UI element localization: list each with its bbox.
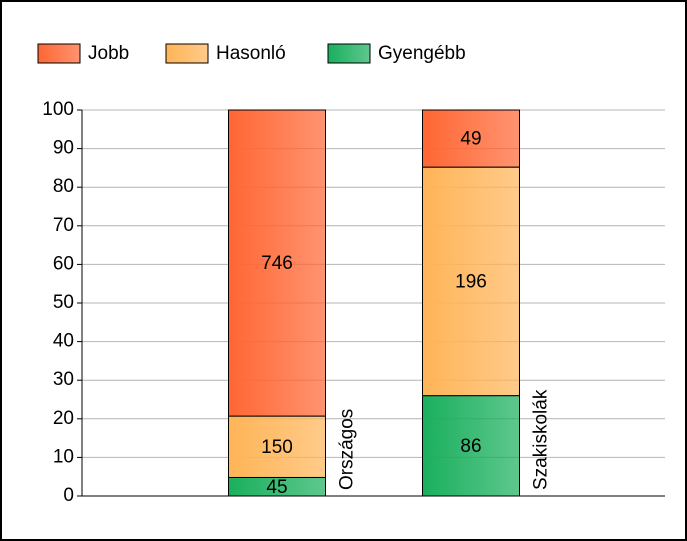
data-label: 45 [266, 477, 287, 498]
bar-segment [422, 395, 520, 497]
bar-segment [228, 415, 326, 478]
legend-swatch [165, 43, 209, 64]
legend-label: Jobb [88, 43, 129, 64]
legend-swatch [37, 43, 81, 64]
legend-label: Gyengébb [378, 43, 466, 64]
y-tick-label: 30 [53, 369, 74, 390]
y-tick-label: 80 [53, 176, 74, 197]
bar-segment [228, 109, 326, 417]
data-label: 150 [261, 437, 293, 458]
data-label: 746 [261, 253, 293, 274]
y-tick-label: 100 [42, 99, 74, 120]
data-label: 86 [460, 436, 481, 457]
bar-segment [422, 166, 520, 397]
y-tick-label: 70 [53, 215, 74, 236]
y-tick-label: 60 [53, 253, 74, 274]
data-label: 196 [455, 271, 487, 292]
legend-label: Hasonló [216, 43, 286, 64]
x-category-label: Szakiskolák [531, 389, 552, 490]
y-tick-label: 90 [53, 138, 74, 159]
y-tick-label: 40 [53, 331, 74, 352]
data-label: 49 [460, 129, 481, 150]
x-category-label: Országos [337, 409, 358, 490]
y-tick-label: 0 [63, 485, 74, 506]
y-tick-label: 20 [53, 408, 74, 429]
y-tick-label: 50 [53, 292, 74, 313]
y-tick-label: 10 [53, 446, 74, 467]
bar-segment [422, 109, 520, 168]
legend-swatch [327, 43, 371, 64]
